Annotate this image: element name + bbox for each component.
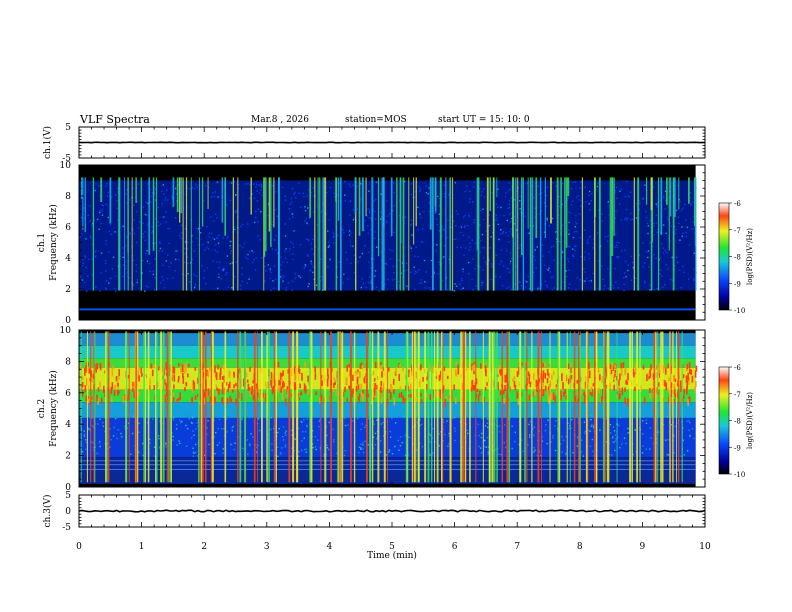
band-main (79, 180, 696, 291)
colorbar-tick-label: -9 (734, 280, 741, 288)
x-tick-label: 10 (699, 542, 711, 552)
ch2-spec-label: ch.2 (37, 399, 47, 418)
y-tick-label: 0 (65, 507, 71, 517)
colorbar-tick-label: -9 (734, 444, 741, 452)
ch1-ylabel: ch.1(V) (42, 126, 53, 159)
x-axis-label: Time (min) (367, 550, 417, 561)
x-tick-label: 3 (264, 542, 270, 552)
x-tick-label: 1 (139, 542, 145, 552)
x-tick-label: 5 (389, 542, 395, 552)
colorbar-tick-label: -7 (734, 391, 741, 399)
y-tick-label: 2 (65, 452, 71, 462)
colorbar-tick-label: -8 (734, 418, 741, 426)
spectrogram-fill-ch2 (79, 330, 698, 487)
header-start-time: start UT = 15: 10: 0 (438, 115, 530, 125)
colorbar-tick-label: -10 (734, 471, 745, 479)
y-tick-label: 8 (65, 357, 71, 367)
colorbar-tick-label: -6 (734, 200, 741, 208)
y-tick-label: 6 (65, 223, 71, 233)
y-tick-label: 2 (65, 285, 71, 295)
colorbar-tick-label: -8 (734, 254, 741, 262)
y-tick-label: -5 (62, 523, 71, 533)
header-station: station=MOS (345, 115, 407, 125)
x-tick-label: 4 (327, 542, 333, 552)
x-tick-label: 9 (640, 542, 646, 552)
y-tick-label: 5 (65, 123, 71, 133)
colorbar-tick-label: -7 (734, 227, 741, 235)
ch2-freq-label: Frequency (kHz) (48, 370, 59, 447)
x-tick-label: 7 (514, 542, 520, 552)
x-tick-label: 8 (577, 542, 583, 552)
ch3-ylabel: ch.3(V) (42, 495, 53, 528)
colorbar-ch2 (718, 366, 730, 475)
x-tick-label: 0 (76, 542, 82, 552)
ch1-spec-label: ch.1 (37, 233, 47, 252)
y-tick-label: 5 (65, 491, 71, 501)
x-tick-label: 6 (452, 542, 458, 552)
colorbar-label: log(PSD)(V²/Hz) (746, 392, 754, 449)
y-tick-label: 10 (60, 161, 72, 171)
colorbar-label: log(PSD)(V²/Hz) (746, 228, 754, 285)
y-tick-label: 4 (65, 254, 71, 264)
figure-title: VLF Spectra (80, 113, 150, 126)
colorbar-ch1 (718, 202, 730, 311)
y-tick-label: -5 (62, 154, 71, 164)
spectrogram-fill-ch1 (79, 165, 697, 320)
y-tick-label: 4 (65, 420, 71, 430)
ch3-trace (78, 509, 706, 513)
y-tick-label: 10 (60, 326, 72, 336)
y-tick-label: 0 (65, 316, 71, 326)
y-tick-label: 6 (65, 389, 71, 399)
ch1-freq-label: Frequency (kHz) (48, 204, 59, 281)
colorbar-tick-label: -6 (734, 364, 741, 372)
header-date: Mar.8 , 2026 (251, 115, 309, 125)
y-tick-label: 0 (65, 483, 71, 493)
colorbar-tick-label: -10 (734, 307, 745, 315)
y-tick-label: 8 (65, 192, 71, 202)
band-low-line (79, 308, 696, 311)
x-tick-label: 2 (201, 542, 207, 552)
